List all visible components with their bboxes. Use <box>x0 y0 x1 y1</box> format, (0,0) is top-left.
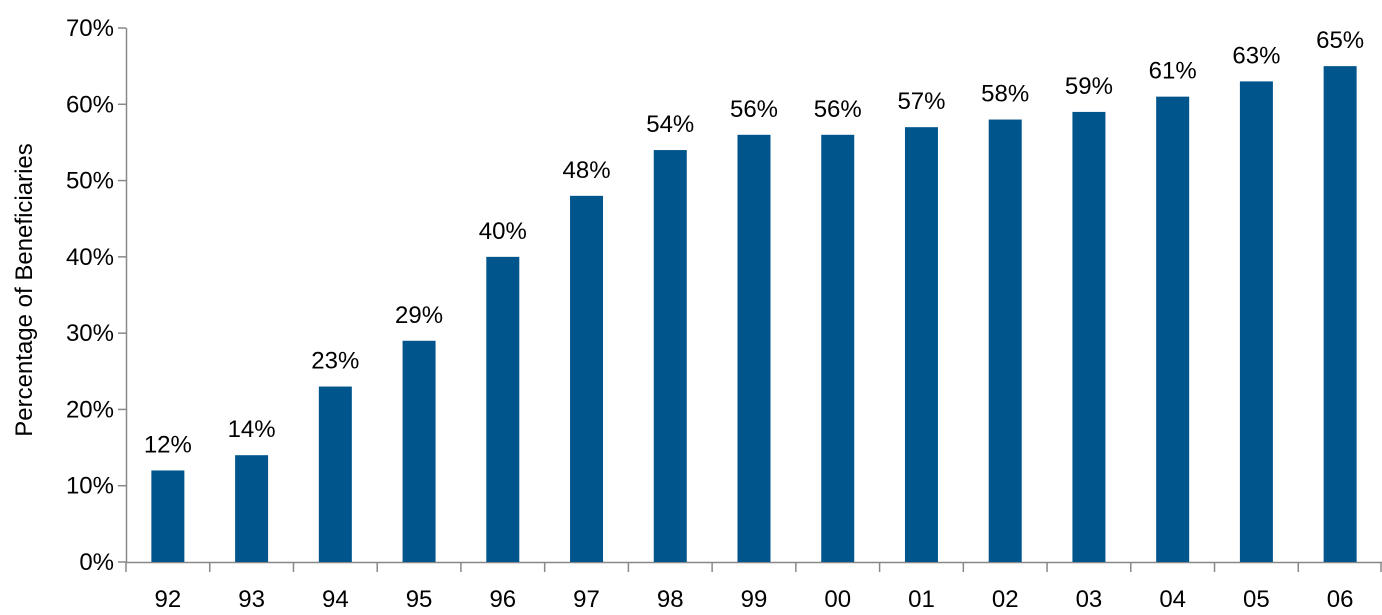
x-axis: 92 93 94 95 96 97 98 99 00 01 02 03 04 05 06 <box>125 561 1382 613</box>
bar-value-label: 23% <box>311 348 359 375</box>
bar-value-label: 14% <box>228 416 276 443</box>
bar-value-label: 57% <box>897 88 945 115</box>
x-tick-label: 95 <box>406 586 433 613</box>
x-tick-label: 05 <box>1243 586 1270 613</box>
bar-value-label: 58% <box>981 81 1029 108</box>
bar-value-label: 54% <box>646 111 694 138</box>
y-tick-label: 20% <box>66 396 114 423</box>
bar <box>1156 96 1190 563</box>
x-tick-label: 06 <box>1327 586 1354 613</box>
bar-value-label: 63% <box>1232 42 1280 69</box>
x-tick-label: 97 <box>573 586 600 613</box>
bar <box>737 134 771 563</box>
bar <box>402 340 436 562</box>
x-tick-label: 03 <box>1076 586 1103 613</box>
data-labels: 12% 14% 23% 29% 40% 48% 54% 56% 56% 57% 58% 59% 61% 6… <box>144 27 1364 458</box>
y-tick-label: 60% <box>66 91 114 118</box>
bar-value-label: 56% <box>730 96 778 123</box>
bar <box>1072 111 1106 563</box>
y-tick-label: 40% <box>66 244 114 271</box>
bar-value-label: 12% <box>144 431 192 458</box>
bar-value-label: 29% <box>395 302 443 329</box>
x-tick-label: 96 <box>489 586 516 613</box>
x-tick-label: 98 <box>657 586 684 613</box>
bar-value-label: 61% <box>1149 58 1197 85</box>
bar <box>653 150 687 563</box>
bar <box>570 195 604 563</box>
x-tick-label: 02 <box>992 586 1019 613</box>
y-tick-label: 0% <box>79 549 114 576</box>
bar <box>904 127 938 563</box>
bar <box>486 256 520 562</box>
y-tick-label: 30% <box>66 320 114 347</box>
x-tick-label: 93 <box>238 586 265 613</box>
bars <box>151 66 1357 563</box>
y-tick-label: 70% <box>66 15 114 42</box>
bar <box>988 119 1022 563</box>
bar-value-label: 59% <box>1065 73 1113 100</box>
bar-value-label: 40% <box>479 218 527 245</box>
x-tick-label: 94 <box>322 586 349 613</box>
bar <box>821 134 855 563</box>
bar <box>235 455 269 562</box>
bar-value-label: 48% <box>563 157 611 184</box>
x-tick-label: 92 <box>155 586 182 613</box>
x-tick-label: 99 <box>741 586 768 613</box>
x-tick-label: 04 <box>1159 586 1186 613</box>
bar-value-label: 56% <box>814 96 862 123</box>
bar <box>151 470 185 562</box>
bar <box>1323 66 1357 563</box>
x-tick-label: 00 <box>824 586 851 613</box>
bar <box>318 386 352 562</box>
y-axis-title: Percentage of Beneficiaries <box>11 143 38 437</box>
bar-value-label: 65% <box>1316 27 1364 54</box>
y-tick-label: 10% <box>66 473 114 500</box>
y-tick-label: 50% <box>66 168 114 195</box>
bar <box>1239 81 1273 563</box>
y-axis: 0% 10% 20% 30% 40% 50% 60% 70% <box>66 15 128 576</box>
x-tick-label: 01 <box>908 586 935 613</box>
